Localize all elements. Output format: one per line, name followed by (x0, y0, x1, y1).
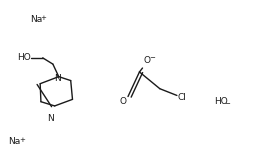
Text: HO: HO (17, 53, 31, 62)
Text: Na: Na (30, 15, 42, 24)
Text: O: O (119, 97, 126, 106)
Text: −: − (150, 55, 155, 61)
Text: Na: Na (8, 137, 20, 146)
Text: −: − (224, 101, 230, 107)
Text: N: N (55, 74, 61, 83)
Text: +: + (19, 137, 25, 143)
Text: O: O (143, 56, 150, 65)
Text: N: N (47, 114, 54, 123)
Text: Cl: Cl (178, 93, 187, 102)
Text: +: + (41, 15, 47, 21)
Text: HO: HO (215, 97, 228, 106)
